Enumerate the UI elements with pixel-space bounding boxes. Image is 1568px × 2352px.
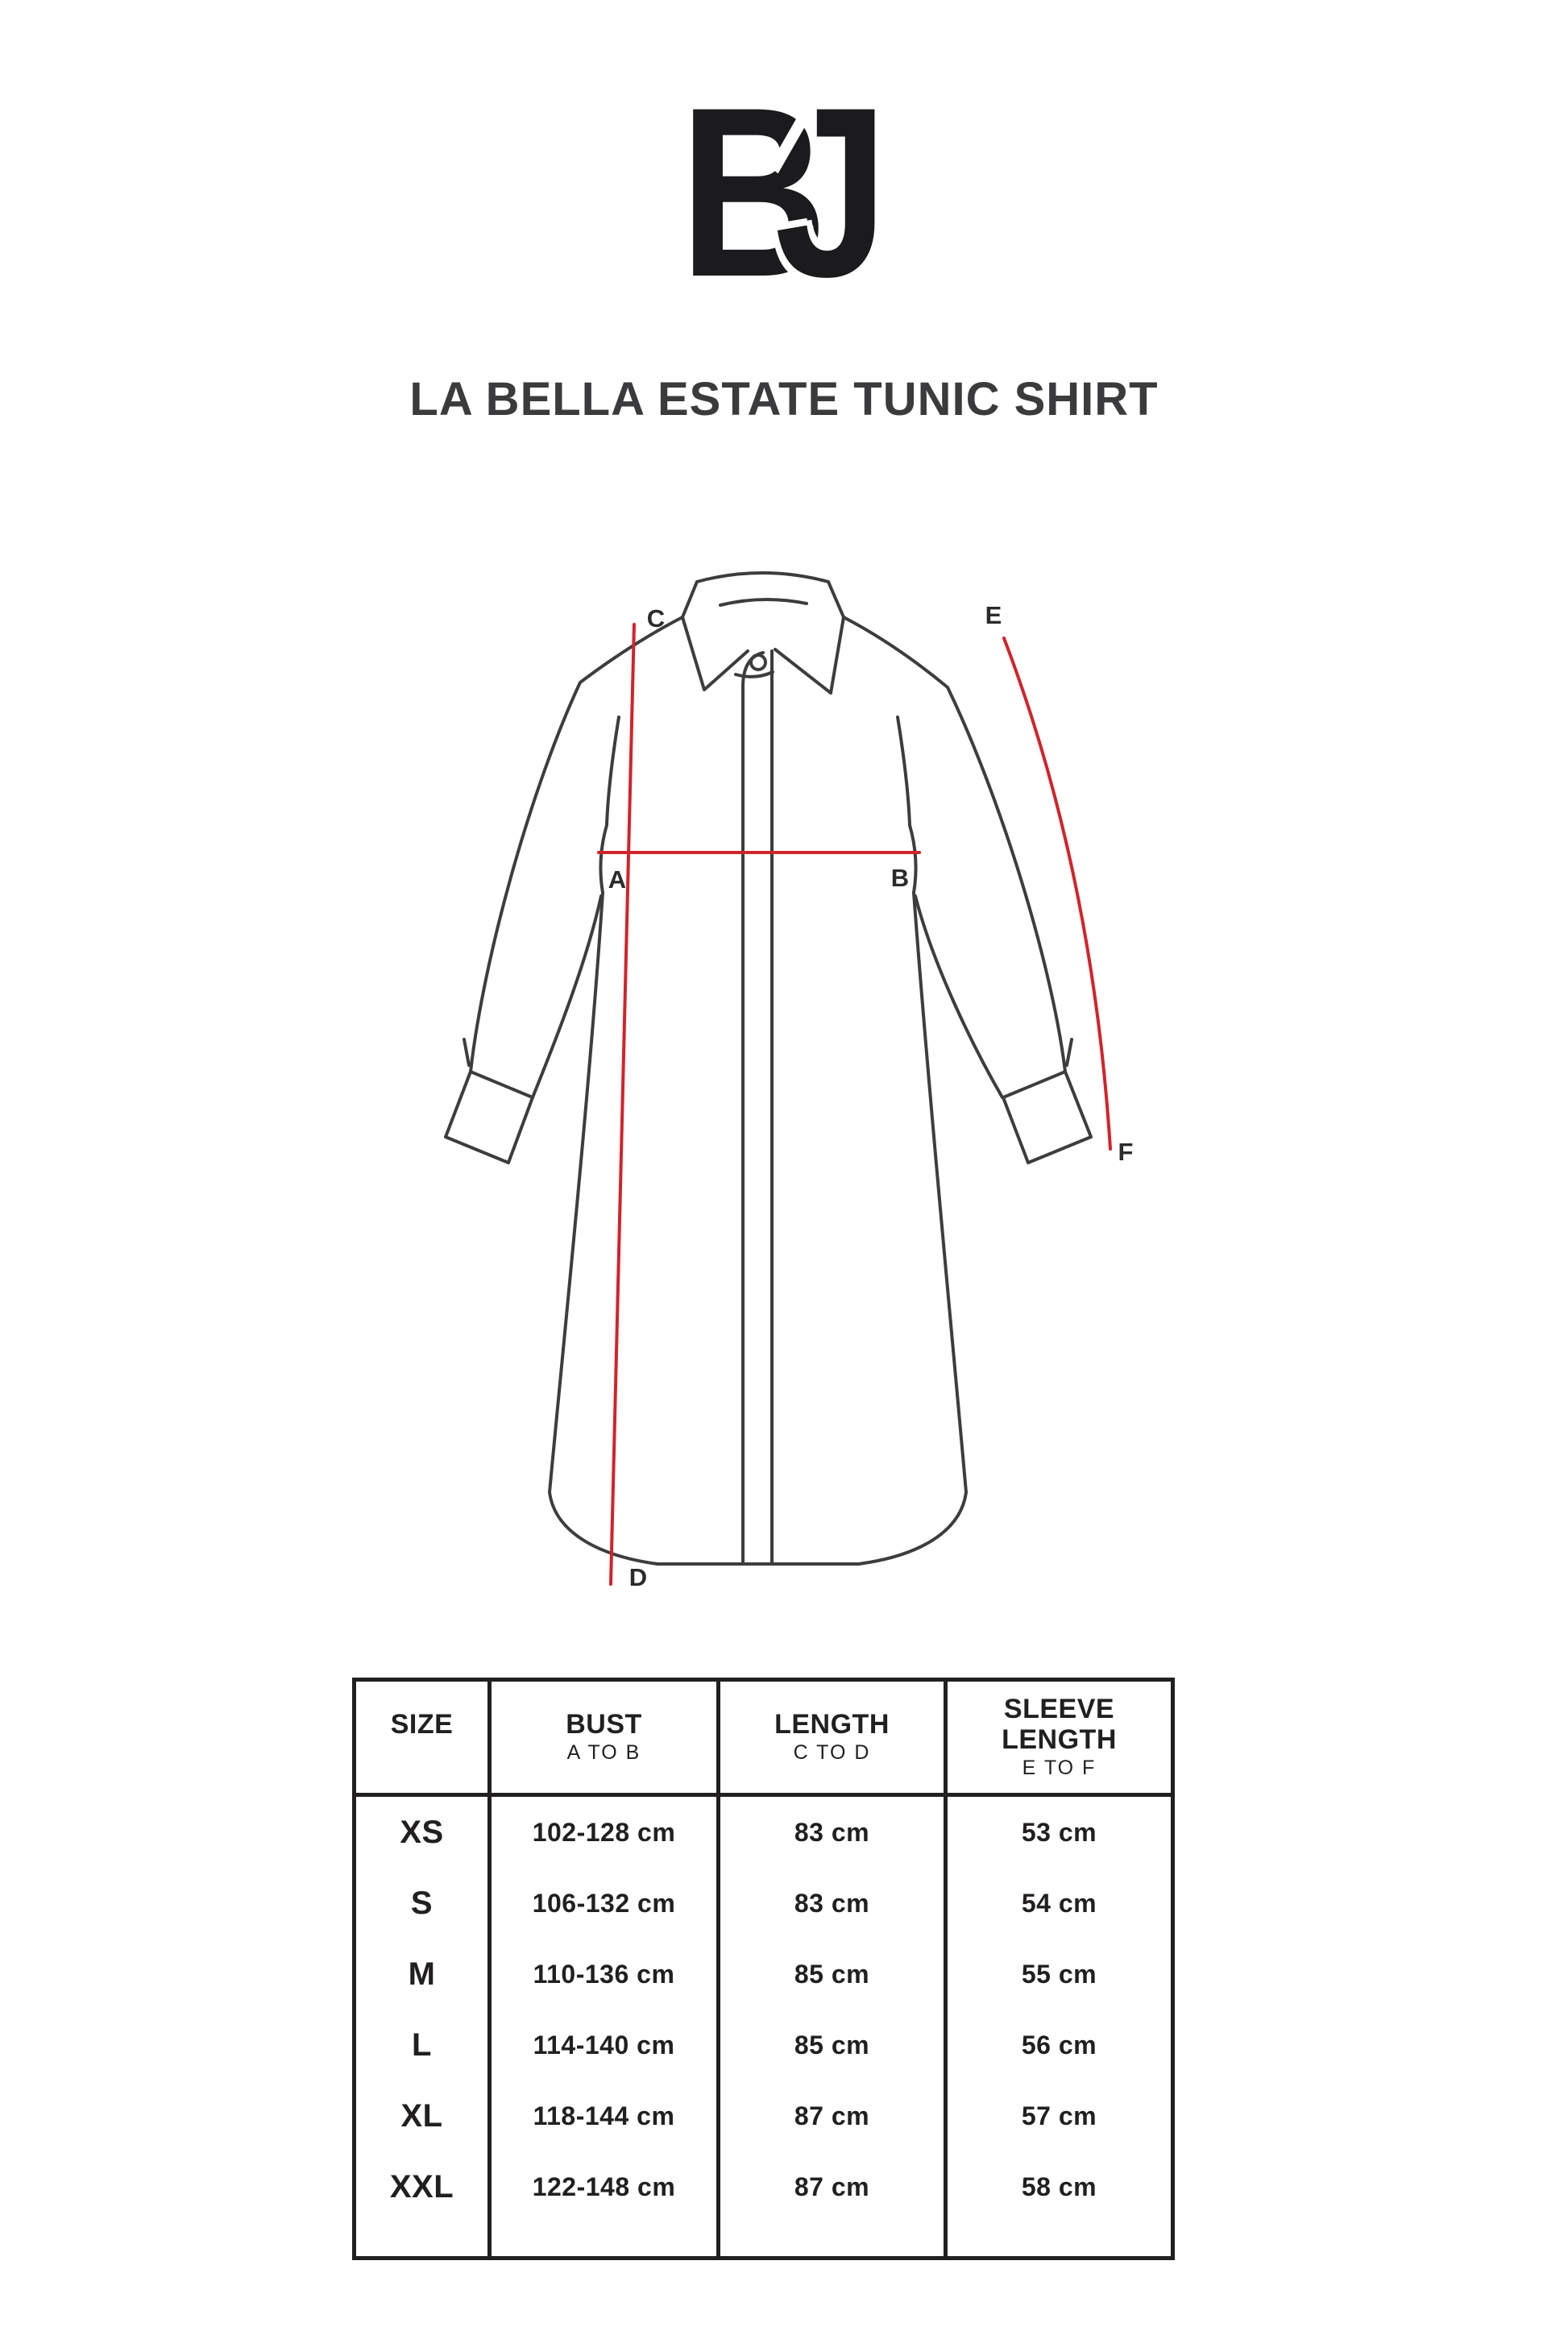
cell-sleeve: 58 cm <box>944 2151 1173 2222</box>
cell-length: 85 cm <box>716 1939 946 2010</box>
right-armpit-curve <box>908 823 918 894</box>
cell-bust: 114-140 cm <box>487 2010 719 2080</box>
col-header-sleeve-length-label: SLEEVE LENGTH <box>1002 1694 1117 1755</box>
cell-sleeve: 55 cm <box>944 1939 1173 2010</box>
col-header-size-label: SIZE <box>390 1709 454 1740</box>
cell-length: 83 cm <box>716 1868 946 1939</box>
measurement-point-labels: A B C D E F <box>608 601 1134 1591</box>
right-armhole-seam <box>896 716 911 827</box>
col-header-length-label: LENGTH <box>774 1709 890 1740</box>
cell-size: L <box>412 2026 432 2063</box>
label-point-c: C <box>647 604 665 633</box>
cell-bust: 110-136 cm <box>487 1939 719 2010</box>
cell-size: XXL <box>389 2168 454 2205</box>
collar-right-flap <box>774 616 845 695</box>
left-shoulder-sleeve <box>469 616 684 1073</box>
collar-top-arc <box>695 571 830 583</box>
brand-logo: BJ <box>671 56 898 327</box>
col-header-sleeve-length: SLEEVE LENGTH E TO F <box>944 1679 1173 1797</box>
left-side-seam <box>548 891 604 1494</box>
label-point-d: D <box>629 1563 647 1591</box>
placket-top-curve <box>741 651 765 687</box>
left-cuff-gather <box>463 1038 471 1067</box>
collar-left-flap <box>681 616 749 691</box>
right-side-seam <box>912 891 968 1494</box>
label-point-f: F <box>1118 1138 1134 1166</box>
hem <box>548 1491 968 1566</box>
right-sleeve-inner <box>914 894 1004 1099</box>
col-header-size: SIZE <box>354 1679 490 1797</box>
measure-line-e-to-f <box>1002 637 1112 1151</box>
tunic-shirt-sketch: A B C D E F <box>444 571 1134 1591</box>
right-cuff-gather <box>1065 1038 1073 1067</box>
table-row: XXL 122-148 cm 87 cm 58 cm <box>355 2151 1173 2222</box>
neck-seam <box>719 597 808 607</box>
cell-sleeve: 54 cm <box>944 1868 1173 1939</box>
cell-length: 83 cm <box>716 1794 946 1868</box>
label-point-e: E <box>985 601 1002 629</box>
collar-right-corner <box>827 580 845 619</box>
cell-size: M <box>408 1956 436 1992</box>
table-spacer-row <box>355 2222 1173 2259</box>
cell-size: XL <box>400 2097 443 2134</box>
right-shoulder-sleeve <box>842 616 1067 1073</box>
measurement-lines <box>597 623 1112 1586</box>
collar-left-corner <box>681 580 699 619</box>
label-point-a: A <box>608 865 626 894</box>
col-header-sleeve-length-sub: E TO F <box>1022 1757 1097 1779</box>
shirt-outline <box>444 571 1093 1566</box>
cell-bust: 122-148 cm <box>487 2151 719 2222</box>
left-armpit-curve <box>599 823 608 894</box>
cell-size: S <box>410 1885 433 1921</box>
left-cuff <box>444 1070 534 1164</box>
table-row: XS 102-128 cm 83 cm 53 cm <box>355 1794 1173 1868</box>
table-row: S 106-132 cm 83 cm 54 cm <box>355 1868 1173 1939</box>
product-title: LA BELLA ESTATE TUNIC SHIRT <box>409 373 1159 425</box>
size-chart-table: SIZE BUST A TO B LENGTH C TO D SLEEVE LE… <box>352 1678 1175 2260</box>
cell-size: XS <box>400 1814 444 1850</box>
size-chart-header-row: SIZE BUST A TO B LENGTH C TO D SLEEVE LE… <box>354 1679 1173 1797</box>
col-header-length-sub: C TO D <box>793 1741 871 1764</box>
placket-seam <box>734 670 774 678</box>
right-cuff <box>1002 1070 1093 1164</box>
cell-sleeve: 53 cm <box>944 1794 1173 1868</box>
left-armhole-seam <box>605 716 620 827</box>
table-row: XL 118-144 cm 87 cm 57 cm <box>355 2080 1173 2151</box>
cell-bust: 106-132 cm <box>487 1868 719 1939</box>
col-header-size-sub <box>356 1740 487 1765</box>
cell-length: 87 cm <box>716 2151 946 2222</box>
label-point-b: B <box>891 864 909 892</box>
cell-length: 85 cm <box>716 2010 946 2080</box>
cell-bust: 102-128 cm <box>487 1794 719 1868</box>
logo-letter-j: J <box>774 56 889 327</box>
cell-sleeve: 56 cm <box>944 2010 1173 2080</box>
cell-bust: 118-144 cm <box>487 2080 719 2151</box>
measure-line-c-to-d <box>609 623 636 1586</box>
garment-measurement-diagram: A B C D E F <box>403 524 1168 1612</box>
col-header-bust: BUST A TO B <box>487 1679 719 1797</box>
col-header-bust-sub: A TO B <box>566 1741 641 1764</box>
cell-sleeve: 57 cm <box>944 2080 1173 2151</box>
table-row: M 110-136 cm 85 cm 55 cm <box>355 1939 1173 2010</box>
col-header-length: LENGTH C TO D <box>716 1679 946 1797</box>
table-row: L 114-140 cm 85 cm 56 cm <box>355 2010 1173 2080</box>
cell-length: 87 cm <box>716 2080 946 2151</box>
col-header-bust-label: BUST <box>566 1709 642 1740</box>
left-sleeve-inner <box>531 894 603 1099</box>
